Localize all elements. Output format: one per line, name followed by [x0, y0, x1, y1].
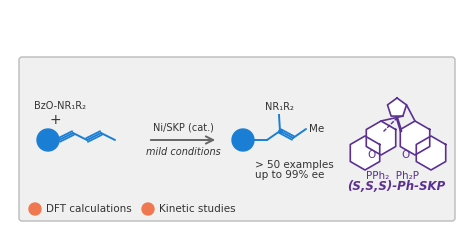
Polygon shape	[350, 136, 380, 170]
Text: Kinetic studies: Kinetic studies	[159, 204, 236, 214]
Text: O: O	[368, 150, 376, 160]
Circle shape	[232, 129, 254, 151]
Polygon shape	[387, 98, 407, 116]
Text: Ni/SKP (cat.): Ni/SKP (cat.)	[153, 122, 213, 132]
Circle shape	[37, 129, 59, 151]
Text: DFT calculations: DFT calculations	[46, 204, 132, 214]
Text: BzO-NR₁R₂: BzO-NR₁R₂	[34, 101, 86, 111]
Text: O: O	[402, 150, 410, 160]
Text: mild conditions: mild conditions	[146, 147, 220, 157]
Text: NR₁R₂: NR₁R₂	[264, 102, 293, 112]
Text: (S,S,S)-Ph-SKP: (S,S,S)-Ph-SKP	[347, 181, 445, 193]
Polygon shape	[366, 121, 396, 155]
Circle shape	[29, 203, 41, 215]
Polygon shape	[400, 121, 430, 155]
Text: > 50 examples: > 50 examples	[255, 160, 334, 170]
Text: PPh₂  Ph₂P: PPh₂ Ph₂P	[366, 171, 419, 181]
Circle shape	[142, 203, 154, 215]
Text: up to 99% ee: up to 99% ee	[255, 170, 324, 180]
Text: +: +	[49, 113, 61, 127]
FancyBboxPatch shape	[19, 57, 455, 221]
Text: Me: Me	[309, 124, 324, 134]
Polygon shape	[416, 136, 446, 170]
